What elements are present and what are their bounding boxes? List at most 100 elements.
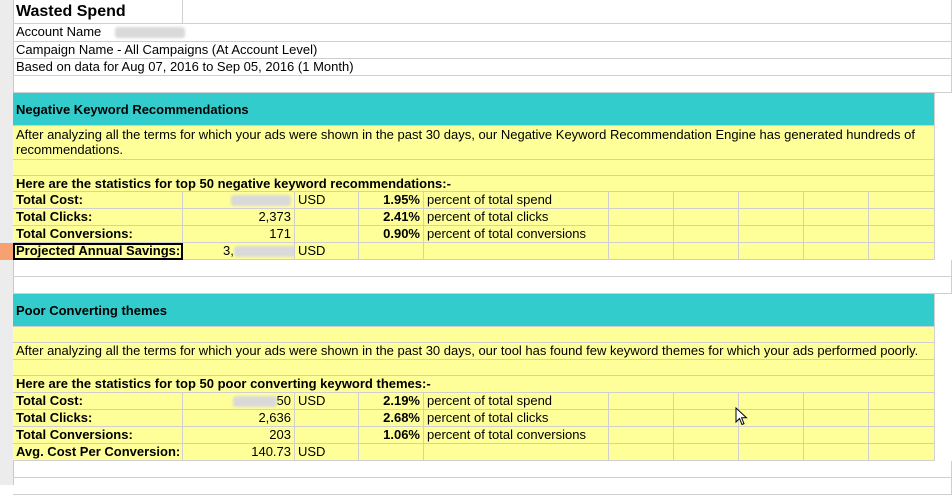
empty-cell[interactable] (609, 243, 674, 260)
stat-percent[interactable] (359, 243, 424, 260)
stat-percent-desc[interactable]: percent of total conversions (424, 226, 609, 243)
empty-cell[interactable] (609, 410, 674, 427)
empty-cell[interactable] (869, 226, 935, 243)
stat-unit[interactable] (295, 226, 359, 243)
poor-spacer-row[interactable] (13, 327, 935, 343)
empty-cell[interactable] (804, 209, 869, 226)
selected-row-header[interactable] (0, 243, 14, 260)
poor-spacer-row[interactable] (13, 360, 935, 376)
empty-cell[interactable] (804, 444, 869, 461)
empty-cell[interactable] (804, 192, 869, 209)
stat-value[interactable] (183, 192, 295, 209)
date-range[interactable]: Based on data for Aug 07, 2016 to Sep 05… (13, 59, 952, 76)
stat-value[interactable]: 2,373 (183, 209, 295, 226)
negative-spacer-row[interactable] (13, 160, 935, 176)
negative-description[interactable]: After analyzing all the terms for which … (13, 126, 935, 160)
stat-value[interactable]: 2,636 (183, 410, 295, 427)
empty-cell[interactable] (869, 393, 935, 410)
empty-cell[interactable] (869, 209, 935, 226)
empty-cell[interactable] (739, 192, 804, 209)
stat-unit[interactable] (295, 209, 359, 226)
stat-label[interactable]: Avg. Cost Per Conversion: (13, 444, 183, 461)
stat-unit[interactable]: USD (295, 444, 359, 461)
empty-cell[interactable] (869, 410, 935, 427)
stat-value[interactable]: 203 (183, 427, 295, 444)
stat-percent-desc[interactable] (424, 444, 609, 461)
empty-cell[interactable] (739, 427, 804, 444)
empty-cell[interactable] (739, 444, 804, 461)
empty-row[interactable] (13, 277, 952, 294)
stat-percent[interactable] (359, 444, 424, 461)
empty-cell[interactable] (674, 393, 739, 410)
empty-cell[interactable] (674, 226, 739, 243)
empty-cell[interactable] (869, 444, 935, 461)
stat-percent[interactable]: 0.90% (359, 226, 424, 243)
empty-row[interactable] (13, 461, 952, 478)
stat-percent-desc[interactable]: percent of total clicks (424, 410, 609, 427)
empty-cell[interactable] (674, 192, 739, 209)
negative-section-header[interactable]: Negative Keyword Recommendations (13, 93, 935, 126)
title-row-rest[interactable] (183, 0, 952, 24)
stat-percent[interactable]: 1.06% (359, 427, 424, 444)
empty-cell[interactable] (609, 427, 674, 444)
negative-stats-title[interactable]: Here are the statistics for top 50 negat… (13, 176, 935, 192)
empty-cell[interactable] (739, 393, 804, 410)
empty-cell[interactable] (674, 410, 739, 427)
empty-cell[interactable] (804, 243, 869, 260)
empty-cell[interactable] (674, 243, 739, 260)
empty-cell[interactable] (869, 192, 935, 209)
empty-row[interactable] (13, 260, 952, 277)
account-name-label[interactable]: Account Name (13, 24, 952, 42)
page-title[interactable]: Wasted Spend (13, 0, 183, 24)
empty-cell[interactable] (674, 209, 739, 226)
stat-percent[interactable]: 2.19% (359, 393, 424, 410)
stat-label[interactable]: Total Clicks: (13, 209, 183, 226)
empty-cell[interactable] (739, 410, 804, 427)
stat-percent-desc[interactable]: percent of total conversions (424, 427, 609, 444)
empty-cell[interactable] (739, 209, 804, 226)
stat-percent[interactable]: 1.95% (359, 192, 424, 209)
empty-row[interactable] (13, 76, 952, 93)
empty-cell[interactable] (804, 410, 869, 427)
stat-percent-desc[interactable]: percent of total clicks (424, 209, 609, 226)
stat-label[interactable]: Total Conversions: (13, 226, 183, 243)
stat-value[interactable]: 171 (183, 226, 295, 243)
selected-cell[interactable]: Projected Annual Savings: (13, 243, 183, 260)
stat-unit[interactable]: USD (295, 192, 359, 209)
empty-cell[interactable] (674, 427, 739, 444)
empty-cell[interactable] (739, 226, 804, 243)
empty-cell[interactable] (869, 243, 935, 260)
stat-value[interactable]: 50 (183, 393, 295, 410)
empty-cell[interactable] (609, 209, 674, 226)
poor-stats-title[interactable]: Here are the statistics for top 50 poor … (13, 376, 935, 393)
poor-description[interactable]: After analyzing all the terms for which … (13, 343, 935, 360)
stat-value[interactable]: 140.73 (183, 444, 295, 461)
empty-cell[interactable] (869, 427, 935, 444)
empty-cell[interactable] (674, 444, 739, 461)
stat-label[interactable]: Total Cost: (13, 393, 183, 410)
empty-cell[interactable] (609, 192, 674, 209)
stat-unit[interactable]: USD (295, 243, 359, 260)
stat-label[interactable]: Total Conversions: (13, 427, 183, 444)
empty-cell[interactable] (804, 393, 869, 410)
empty-cell[interactable] (804, 226, 869, 243)
stat-percent-desc[interactable]: percent of total spend (424, 393, 609, 410)
empty-row[interactable] (13, 478, 952, 495)
stat-label[interactable]: Total Clicks: (13, 410, 183, 427)
stat-unit[interactable] (295, 427, 359, 444)
stat-value[interactable]: 3, (183, 243, 295, 260)
empty-cell[interactable] (609, 444, 674, 461)
empty-cell[interactable] (609, 226, 674, 243)
stat-percent-desc[interactable]: percent of total spend (424, 192, 609, 209)
campaign-name[interactable]: Campaign Name - All Campaigns (At Accoun… (13, 42, 952, 59)
empty-cell[interactable] (804, 427, 869, 444)
empty-cell[interactable] (609, 393, 674, 410)
stat-percent-desc[interactable] (424, 243, 609, 260)
stat-percent[interactable]: 2.41% (359, 209, 424, 226)
stat-unit[interactable]: USD (295, 393, 359, 410)
stat-unit[interactable] (295, 410, 359, 427)
stat-label[interactable]: Total Cost: (13, 192, 183, 209)
stat-percent[interactable]: 2.68% (359, 410, 424, 427)
empty-cell[interactable] (739, 243, 804, 260)
